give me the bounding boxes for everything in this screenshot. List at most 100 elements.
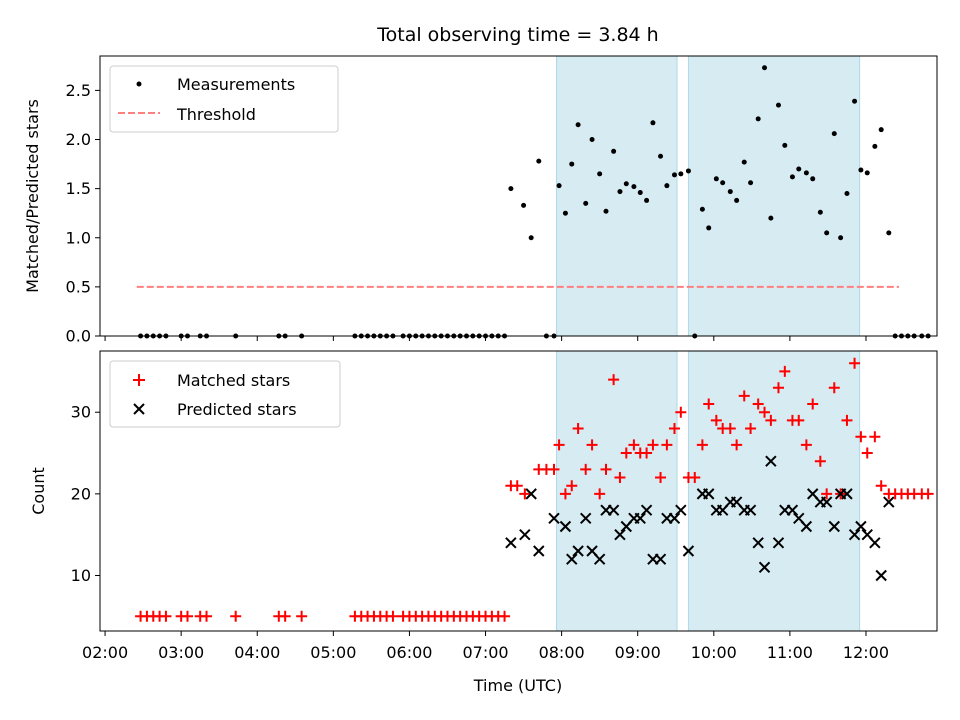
matched-star-point bbox=[752, 398, 764, 410]
matched-star-point bbox=[710, 414, 722, 426]
predicted-star-point bbox=[875, 569, 887, 582]
matched-star-point bbox=[696, 439, 708, 451]
measurement-point bbox=[678, 171, 684, 177]
measurement-point bbox=[782, 142, 788, 148]
predicted-star-point bbox=[820, 496, 833, 508]
measurement-point bbox=[789, 174, 795, 180]
matched-star-point bbox=[675, 406, 687, 418]
matched-star-point bbox=[641, 447, 653, 459]
bottom-legend: Matched stars Predicted stars bbox=[109, 360, 341, 428]
measurement-point bbox=[685, 168, 691, 174]
predicted-star-point bbox=[675, 504, 687, 516]
predicted-star-point bbox=[848, 528, 861, 541]
predicted-star-point bbox=[614, 528, 626, 541]
measurement-point bbox=[831, 131, 837, 137]
top-legend: Measurements Threshold bbox=[109, 65, 339, 133]
measurement-point bbox=[720, 180, 726, 186]
x-tick-label: 05:00 bbox=[310, 643, 356, 662]
matched-star-point bbox=[387, 610, 399, 622]
matched-star-point bbox=[922, 488, 934, 500]
matched-star-point bbox=[759, 406, 771, 418]
x-axis-label: Time (UTC) bbox=[473, 676, 562, 695]
matched-star-point bbox=[580, 463, 592, 475]
predicted-star-point bbox=[566, 553, 578, 565]
matched-star-point bbox=[296, 610, 308, 622]
matched-star-point bbox=[182, 610, 194, 622]
measurement-point bbox=[623, 181, 629, 187]
x-tick-label: 03:00 bbox=[158, 643, 204, 662]
matched-star-point bbox=[608, 374, 620, 386]
measurement-point bbox=[878, 127, 884, 133]
matched-star-point bbox=[814, 455, 826, 467]
top-panel-ratio: 0.0 0.5 1.0 1.5 2.0 2.5 Matched/Predicted sta… bbox=[23, 55, 938, 346]
matched-star-point bbox=[689, 472, 701, 484]
observing-span bbox=[687, 55, 861, 337]
bottom-panel-counts: 10 20 30 02:00 03:00 04:00 05:00 06:00 07:00 08:… bbox=[29, 350, 938, 695]
matched-star-point bbox=[230, 610, 242, 622]
matched-star-point bbox=[661, 439, 673, 451]
y-tick-label: 0.5 bbox=[66, 277, 91, 296]
measurement-point bbox=[597, 171, 603, 177]
predicted-star-point bbox=[869, 537, 881, 549]
measurement-point bbox=[817, 209, 823, 215]
observing-span bbox=[687, 350, 861, 632]
matched-star-point bbox=[869, 431, 881, 443]
predicted-star-point bbox=[519, 528, 531, 541]
matched-star-point bbox=[841, 414, 853, 426]
y-tick-label: 1.0 bbox=[66, 228, 91, 247]
measurement-point bbox=[886, 230, 892, 236]
predicted-star-point bbox=[841, 488, 853, 500]
predicted-star-point bbox=[786, 504, 799, 516]
y-tick-label: 30 bbox=[71, 403, 91, 422]
predicted-star-point bbox=[758, 561, 771, 574]
x-tick-label: 12:00 bbox=[843, 643, 889, 662]
measurement-point bbox=[664, 183, 670, 189]
measurement-point bbox=[650, 120, 656, 126]
predicted-star-point bbox=[744, 504, 757, 516]
x-tick-label: 08:00 bbox=[539, 643, 585, 662]
x-tick-label: 10:00 bbox=[691, 643, 737, 662]
predicted-star-point bbox=[525, 488, 537, 500]
matched-star-point bbox=[745, 423, 757, 435]
predicted-star-point bbox=[800, 520, 813, 533]
x-tick-label: 06:00 bbox=[386, 643, 432, 662]
measurement-point bbox=[755, 116, 761, 122]
matched-star-point bbox=[559, 488, 571, 500]
x-tick-label: 11:00 bbox=[767, 643, 813, 662]
legend-matched-marker bbox=[133, 374, 145, 386]
x-tick-label: 04:00 bbox=[234, 643, 280, 662]
predicted-star-point bbox=[572, 545, 584, 557]
legend-predicted-marker bbox=[133, 403, 145, 415]
legend-measurements-label: Measurements bbox=[177, 75, 295, 94]
measurement-point bbox=[644, 197, 650, 203]
measurement-point bbox=[611, 148, 617, 154]
matched-star-point bbox=[201, 610, 213, 622]
matched-star-point bbox=[668, 423, 680, 435]
predicted-star-point bbox=[593, 553, 606, 565]
measurement-point bbox=[528, 235, 534, 241]
matched-star-point bbox=[828, 382, 840, 394]
predicted-star-point bbox=[682, 545, 695, 557]
legend-threshold-label: Threshold bbox=[176, 105, 256, 124]
measurement-point bbox=[748, 180, 754, 186]
measurement-point bbox=[575, 122, 581, 128]
measurement-point bbox=[844, 191, 850, 197]
measurement-point bbox=[569, 161, 575, 167]
measurement-point bbox=[706, 225, 712, 231]
matched-star-point bbox=[548, 463, 560, 475]
y-tick-label: 10 bbox=[71, 566, 91, 585]
matched-star-point bbox=[861, 447, 873, 459]
matched-star-point bbox=[731, 439, 743, 451]
y-tick-label: 0.0 bbox=[66, 327, 91, 346]
measurement-point bbox=[858, 167, 864, 173]
predicted-star-point bbox=[772, 537, 785, 549]
measurement-point bbox=[727, 189, 733, 195]
matched-star-point bbox=[160, 610, 172, 622]
predicted-star-point bbox=[654, 553, 667, 565]
measurement-point bbox=[872, 143, 878, 149]
measurement-point bbox=[741, 159, 747, 165]
matched-star-point bbox=[586, 439, 598, 451]
measurement-point bbox=[810, 176, 816, 182]
measurement-point bbox=[734, 197, 740, 203]
measurement-point bbox=[824, 230, 830, 236]
